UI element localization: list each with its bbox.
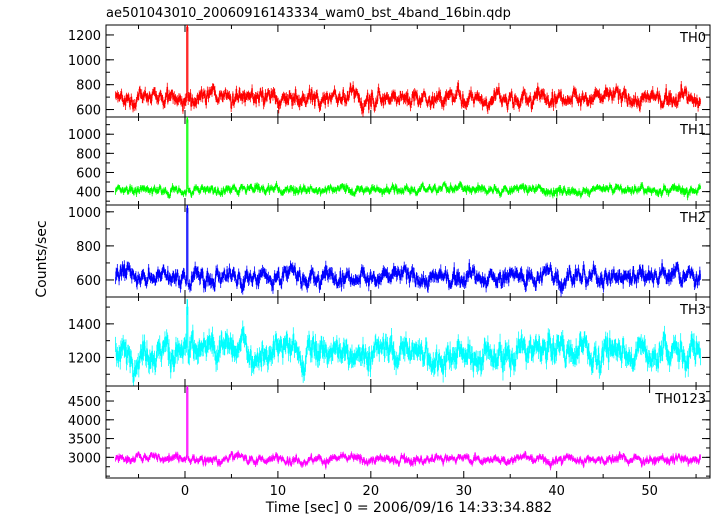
panel-th0: 600 800 1000 1200 TH0 xyxy=(68,24,711,119)
x-axis-label: Time [sec] 0 = 2006/09/16 14:33:34.882 xyxy=(265,500,552,516)
y-tick-label: 1000 xyxy=(68,206,101,221)
y-tick-label: 600 xyxy=(76,274,101,289)
y-axis-label: Counts/sec xyxy=(34,220,50,297)
x-tick-label: 40 xyxy=(548,484,565,499)
y-tick-label: 1200 xyxy=(68,351,101,366)
y-tick-label: 1400 xyxy=(68,318,101,333)
panel-label: TH1 xyxy=(679,123,706,138)
y-tick-label: 3500 xyxy=(68,433,101,448)
x-tick-label: 20 xyxy=(363,484,380,499)
chart-title: ae501043010_20060916143334_wam0_bst_4ban… xyxy=(106,6,511,21)
y-tick-label: 600 xyxy=(76,104,101,119)
y-tick-label: 1000 xyxy=(68,54,101,69)
series-th2 xyxy=(115,205,701,297)
x-tick-label: 30 xyxy=(455,484,472,499)
y-tick-label: 1000 xyxy=(68,128,101,143)
series-line xyxy=(115,26,701,114)
x-tick-label: 50 xyxy=(641,484,658,499)
panel-label: TH2 xyxy=(679,211,706,226)
panel-label: TH3 xyxy=(679,303,706,318)
series-line xyxy=(115,207,701,293)
y-tick-label: 400 xyxy=(76,186,101,201)
y-tick-label: 800 xyxy=(76,240,101,255)
series-th0123 xyxy=(115,386,701,471)
series-th3 xyxy=(115,299,701,386)
x-tick-label: 0 xyxy=(181,484,189,499)
series-th1 xyxy=(115,117,701,201)
panel-th1: 400 600 800 1000 TH1 xyxy=(68,116,711,206)
y-tick-label: 4000 xyxy=(68,414,101,429)
series-th0 xyxy=(115,25,701,117)
y-tick-label: 1200 xyxy=(68,29,101,44)
y-tick-label: 4500 xyxy=(68,395,101,410)
panel-th0123: 3000 3500 4000 4500 TH0123 0 10 20 30 40 50 xyxy=(68,385,711,499)
y-tick-label: 600 xyxy=(76,166,101,181)
series-line xyxy=(115,119,701,198)
error-bars xyxy=(115,25,701,117)
panel-th2: 600 800 1000 TH2 xyxy=(68,204,711,298)
y-tick-label: 800 xyxy=(76,147,101,162)
panel-label: TH0 xyxy=(679,31,706,46)
panel-label: TH0123 xyxy=(654,392,706,407)
x-tick-label: 10 xyxy=(270,484,287,499)
panel-frame xyxy=(105,385,711,479)
y-tick-label: 3000 xyxy=(68,451,101,466)
panel-th3: 1200 1400 TH3 xyxy=(68,296,711,387)
series-line xyxy=(115,306,701,382)
series-line xyxy=(115,387,701,469)
y-tick-label: 800 xyxy=(76,79,101,94)
panel-frame xyxy=(105,204,711,298)
